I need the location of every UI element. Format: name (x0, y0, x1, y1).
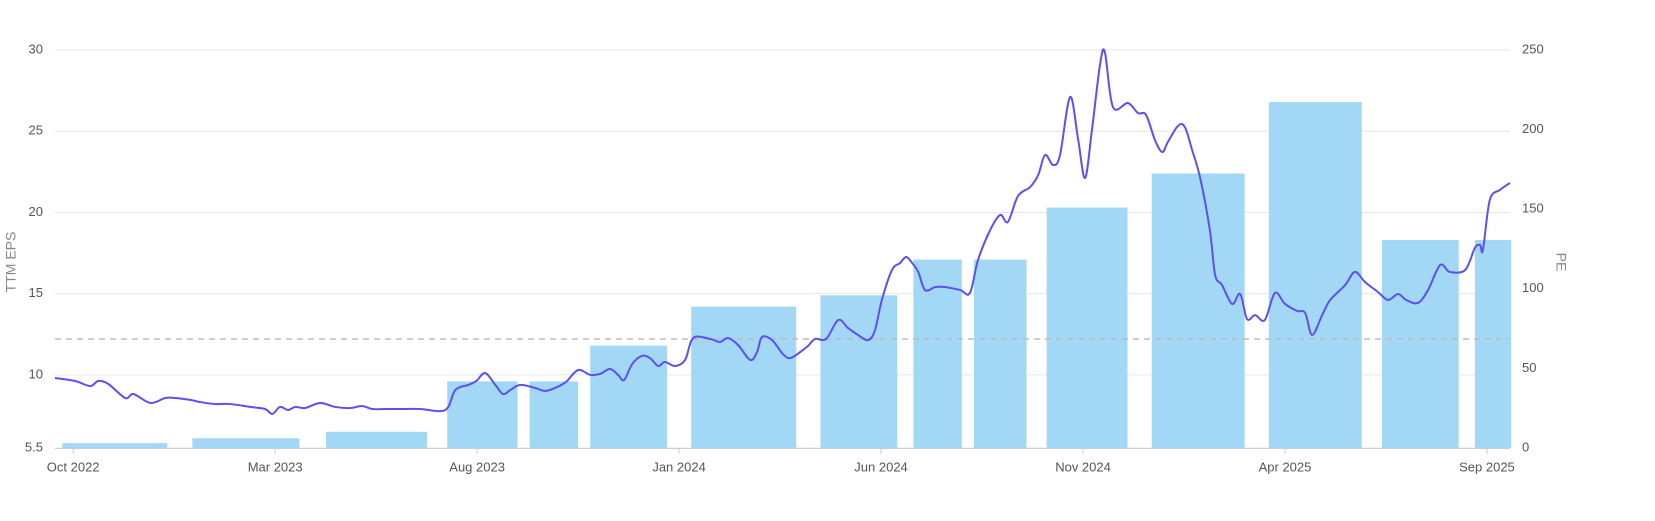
y2-tick-label: 0 (1522, 439, 1529, 454)
y2-tick-label: 50 (1522, 360, 1536, 375)
y-tick-label: 15 (29, 285, 43, 300)
x-tick-label: Apr 2025 (1259, 459, 1312, 474)
bar (326, 431, 428, 448)
y-tick-label: 30 (29, 41, 43, 56)
bar (1474, 240, 1512, 448)
x-tick-label: Oct 2022 (47, 459, 100, 474)
bar (62, 443, 168, 448)
bar (529, 381, 579, 448)
y-tick-label: 20 (29, 204, 43, 219)
x-tick-label: Nov 2024 (1055, 459, 1111, 474)
bar (820, 295, 898, 448)
bar (192, 438, 300, 448)
y-tick-label: 10 (29, 366, 43, 381)
bar (691, 306, 797, 448)
y2-axis-title: PE (1553, 253, 1569, 272)
bar (913, 259, 962, 448)
bar (1268, 101, 1362, 448)
y2-tick-label: 100 (1522, 280, 1544, 295)
bar (1151, 173, 1245, 448)
y2-tick-label: 150 (1522, 201, 1544, 216)
x-tick-label: Mar 2023 (248, 459, 303, 474)
bar (590, 345, 667, 448)
bar (973, 259, 1027, 448)
x-tick-label: Jan 2024 (652, 459, 706, 474)
y2-tick-label: 200 (1522, 121, 1544, 136)
pe-line (54, 48, 1511, 415)
y-tick-label: 5.5 (25, 439, 43, 454)
x-tick-label: Sep 2025 (1459, 459, 1515, 474)
y-tick-label: 25 (29, 123, 43, 138)
x-tick-label: Jun 2024 (854, 459, 908, 474)
y2-tick-label: 250 (1522, 41, 1544, 56)
y-axis-title: TTM EPS (3, 232, 19, 293)
x-tick-label: Aug 2023 (449, 459, 505, 474)
bar (1046, 207, 1128, 448)
bar (1381, 240, 1459, 448)
